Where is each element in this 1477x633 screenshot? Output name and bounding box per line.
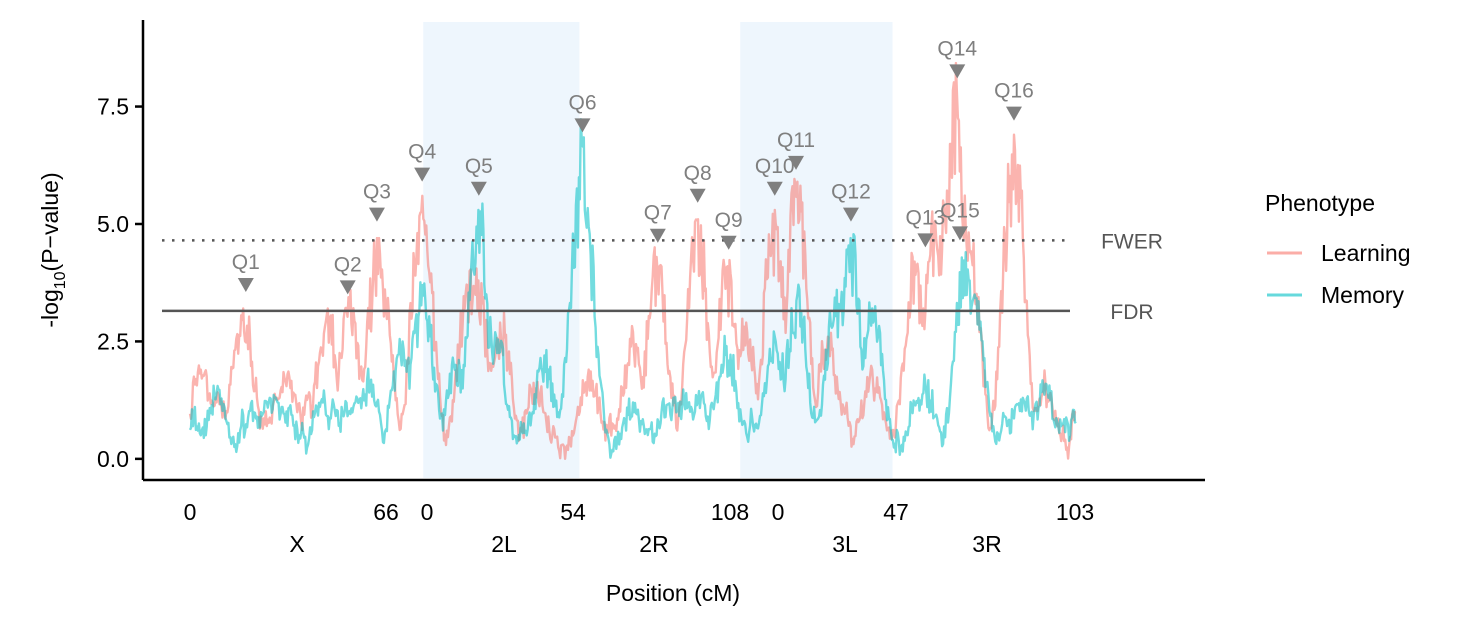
chromosome-label-2R: 2R bbox=[639, 531, 668, 557]
chromosome-label-3R: 3R bbox=[972, 531, 1001, 557]
qtl-marker-q7 bbox=[649, 228, 666, 243]
y-tick-label: 7.5 bbox=[97, 94, 129, 120]
qtl-marker-q9 bbox=[720, 235, 737, 250]
axes bbox=[141, 20, 1205, 482]
y-tick-label: 5.0 bbox=[97, 211, 129, 237]
x-tick-label-X-end: 66 bbox=[373, 499, 399, 525]
chromosome-label-3L: 3L bbox=[832, 531, 858, 557]
qtl-label-q12: Q12 bbox=[831, 181, 871, 204]
y-tick-label: 2.5 bbox=[97, 328, 129, 354]
qtl-marker-q15 bbox=[951, 226, 968, 241]
x-tick-label-X-start: 0 bbox=[184, 499, 197, 525]
qtl-label-q1: Q1 bbox=[232, 251, 260, 274]
x-tick-label-2L-start: 0 bbox=[421, 499, 434, 525]
y-axis-title-prefix: -log bbox=[37, 289, 63, 327]
qtl-markers: Q1 Q2 Q3 Q4 Q5 Q6 Q7 Q8 Q9 Q10 Q11 Q12 Q13 Q14 Q15 Q16 bbox=[232, 37, 1034, 295]
chromosome-bands bbox=[423, 22, 893, 478]
x-axis-title: Position (cM) bbox=[606, 580, 740, 606]
threshold-lines: FWER FDR bbox=[162, 230, 1163, 324]
qtl-marker-q10 bbox=[766, 181, 783, 196]
x-tick-label-3L-end: 47 bbox=[883, 499, 909, 525]
legend-label-memory: Memory bbox=[1321, 282, 1405, 308]
qtl-label-q14: Q14 bbox=[937, 37, 977, 60]
x-tick-label-3R-end: 103 bbox=[1056, 499, 1094, 525]
chromosome-label-X: X bbox=[289, 531, 304, 557]
qtl-label-q13: Q13 bbox=[906, 206, 946, 229]
qtl-marker-q8 bbox=[689, 188, 706, 203]
qtl-label-q15: Q15 bbox=[940, 199, 980, 222]
qtl-marker-q6 bbox=[574, 118, 591, 133]
qtl-label-q3: Q3 bbox=[363, 181, 391, 204]
legend: Phenotype Learning Memory bbox=[1265, 190, 1411, 308]
qtl-marker-q2 bbox=[339, 280, 356, 295]
qtl-marker-q16 bbox=[1005, 106, 1022, 121]
threshold-label-fwer: FWER bbox=[1101, 230, 1163, 253]
qtl-marker-q13 bbox=[917, 233, 934, 248]
qtl-label-q16: Q16 bbox=[994, 80, 1034, 103]
qtl-marker-q12 bbox=[842, 207, 859, 222]
qtl-marker-q5 bbox=[470, 181, 487, 196]
qtl-marker-q1 bbox=[237, 278, 254, 293]
x-tick-label-2L-end: 54 bbox=[560, 499, 586, 525]
qtl-label-q2: Q2 bbox=[334, 253, 362, 276]
threshold-label-fdr: FDR bbox=[1110, 301, 1153, 324]
y-axis-title-sub: 10 bbox=[52, 271, 69, 289]
qtl-label-q6: Q6 bbox=[568, 91, 596, 114]
x-tick-label-2R-end: 108 bbox=[711, 499, 749, 525]
qtl-label-q7: Q7 bbox=[644, 202, 672, 225]
y-ticks: 0.0 2.5 5.0 7.5 bbox=[97, 94, 143, 472]
qtl-label-q8: Q8 bbox=[684, 162, 712, 185]
qtl-label-q11: Q11 bbox=[777, 129, 815, 152]
qtl-marker-q3 bbox=[368, 207, 385, 222]
qtl-label-q9: Q9 bbox=[715, 209, 743, 232]
series-line-learning bbox=[188, 61, 1077, 460]
qtl-marker-q4 bbox=[414, 167, 431, 182]
qtl-marker-q14 bbox=[949, 64, 966, 79]
y-tick-label: 0.0 bbox=[97, 446, 129, 472]
x-tick-label-3L-start: 0 bbox=[772, 499, 785, 525]
chromosome-label-2L: 2L bbox=[491, 531, 517, 557]
y-axis-title: -log10(P−value) bbox=[37, 172, 69, 327]
qtl-marker-q11 bbox=[788, 155, 805, 170]
y-axis-title-suffix: (P−value) bbox=[37, 172, 63, 271]
qtl-label-q5: Q5 bbox=[465, 155, 493, 178]
legend-title: Phenotype bbox=[1265, 190, 1375, 216]
series-lines bbox=[188, 61, 1077, 460]
qtl-label-q10: Q10 bbox=[755, 155, 795, 178]
series-line-memory bbox=[188, 118, 1077, 459]
legend-label-learning: Learning bbox=[1321, 240, 1411, 266]
chromosome-band-3L bbox=[740, 22, 893, 478]
qtl-label-q4: Q4 bbox=[408, 141, 436, 164]
x-ticks: 0 66 X 0 54 2L 108 2R 0 47 3L 103 3R bbox=[184, 499, 1095, 557]
